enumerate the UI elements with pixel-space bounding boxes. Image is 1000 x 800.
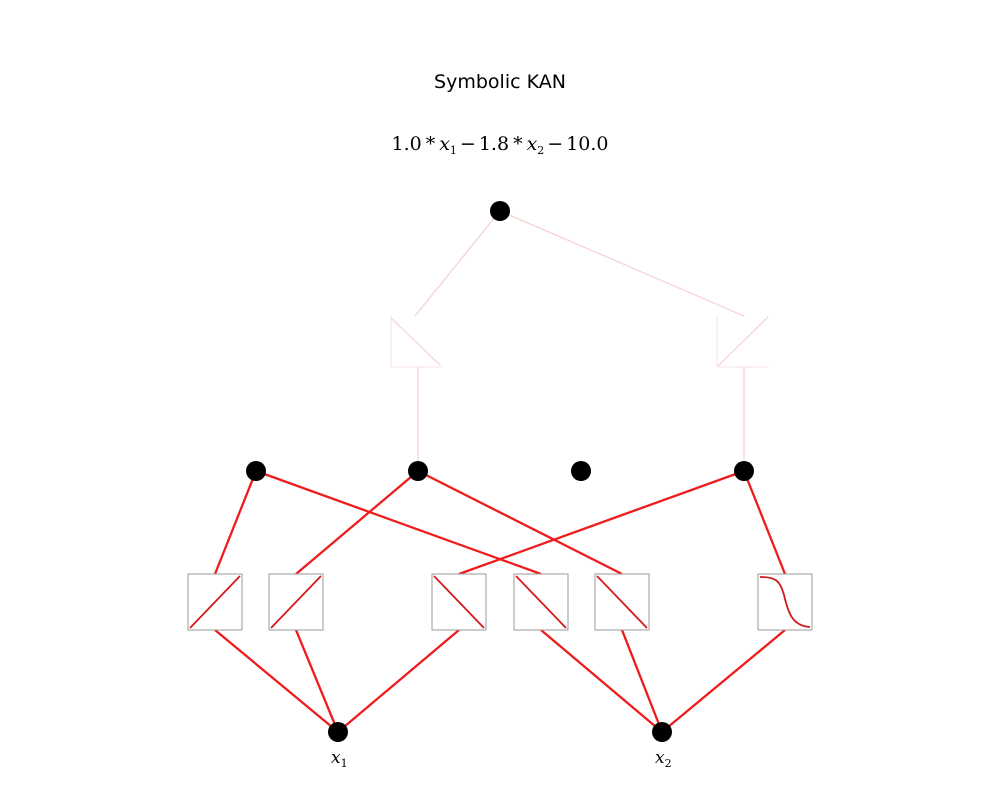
formula-op1: * — [426, 133, 436, 155]
layer2-activation-box-right — [716, 316, 769, 368]
output-node — [490, 201, 510, 221]
formula-const: 10.0 — [566, 133, 608, 155]
edge — [417, 469, 623, 576]
formula-sub2: 2 — [537, 144, 544, 157]
diagram-title: Symbolic KAN — [434, 71, 566, 93]
edge — [214, 629, 339, 733]
layer1-edges-lower — [214, 629, 786, 733]
edge — [620, 629, 664, 733]
edge — [458, 469, 745, 576]
edge — [213, 470, 258, 575]
input-layer — [328, 722, 672, 742]
formula-coef2: 1.8 — [479, 133, 509, 155]
edge-output-to-box-right — [499, 210, 745, 317]
activation-curve — [759, 576, 811, 628]
activation-curve — [270, 575, 322, 629]
formula-minus2: − — [547, 133, 563, 155]
activation-box-2 — [268, 573, 324, 631]
symbolic-formula: 1.0 * x1−1.8 * x2−10.0 — [391, 133, 608, 157]
activation-box-1 — [187, 573, 243, 631]
edge — [255, 469, 542, 576]
input-node-1 — [328, 722, 348, 742]
edge — [742, 470, 787, 575]
formula-coef1: 1.0 — [391, 133, 421, 155]
edge — [295, 470, 419, 575]
input-node-2 — [652, 722, 672, 742]
activation-curve — [717, 316, 769, 367]
formula-op2: * — [513, 133, 523, 155]
layer2-edges — [414, 210, 745, 471]
hidden-node-1 — [246, 461, 266, 481]
activation-curve — [390, 317, 441, 366]
edge — [661, 629, 786, 733]
activation-curve — [515, 575, 567, 629]
input-label-2: x2 — [655, 748, 672, 770]
hidden-node-3 — [571, 461, 591, 481]
hidden-layer — [246, 461, 754, 481]
activation-curve — [433, 575, 485, 629]
formula-minus1: − — [460, 133, 476, 155]
hidden-node-4 — [734, 461, 754, 481]
activation-box-6 — [757, 573, 813, 631]
layer1-edges-upper — [213, 469, 787, 576]
edge — [540, 629, 663, 733]
activation-box-5 — [594, 573, 650, 631]
edge-output-to-box-left — [414, 210, 501, 317]
activation-box-4 — [513, 573, 569, 631]
edge — [337, 629, 460, 733]
hidden-node-2 — [408, 461, 428, 481]
formula-var2: x — [527, 133, 538, 155]
activation-curve — [189, 575, 241, 629]
layer2-activation-box-left — [390, 316, 442, 368]
output-layer — [490, 201, 510, 221]
edge — [294, 629, 340, 733]
activation-curve — [596, 575, 648, 629]
svg-text:1.0*x1−1.8*x2−10.0: 1.0 * x1−1.8 * x2−10.0 — [391, 133, 608, 157]
activation-box-3 — [431, 573, 487, 631]
formula-sub1: 1 — [450, 144, 457, 157]
input-label-1: x1 — [331, 748, 348, 770]
formula-var1: x — [439, 133, 450, 155]
